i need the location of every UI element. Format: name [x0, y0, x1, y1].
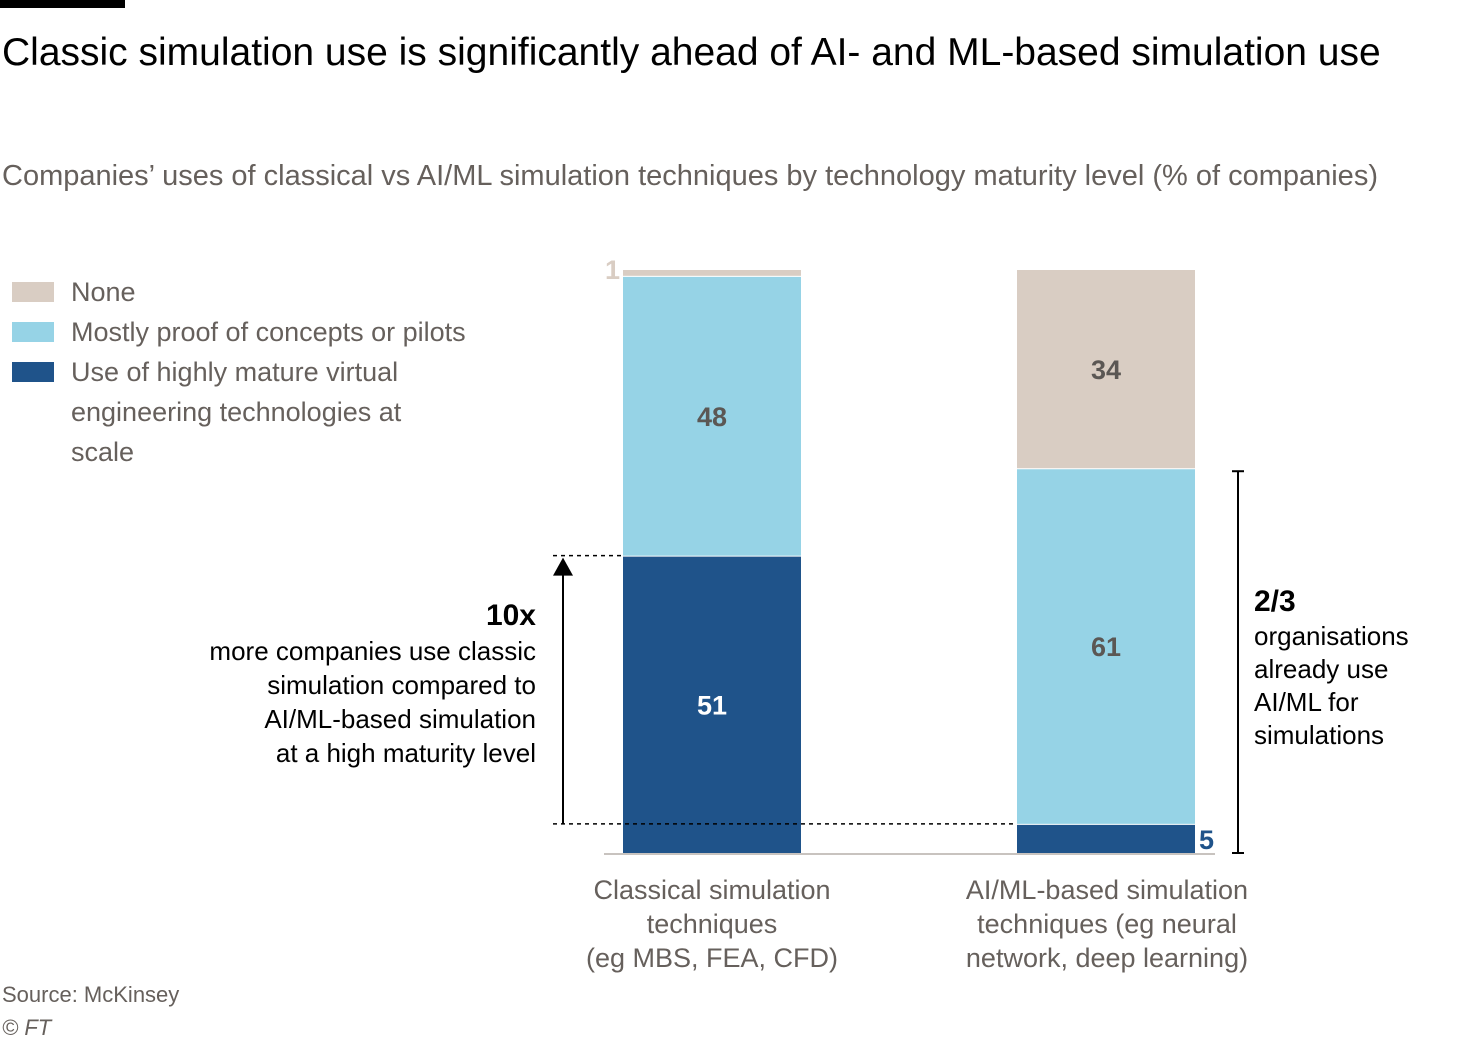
copyright-credit: © FT [2, 1015, 52, 1040]
bar-segment-mature-0 [623, 555, 801, 853]
legend-item-none: None [12, 272, 532, 312]
x-axis-label-ai-ml: AI/ML-based simulation techniques (eg ne… [965, 875, 1249, 973]
x-axis-label-classical: Classical simulation techniques (eg MBS,… [585, 875, 839, 973]
legend-label-none: None [71, 277, 136, 307]
legend-label-mature: Use of highly mature virtual engineering… [71, 357, 402, 467]
legend-swatch-mature [12, 362, 54, 382]
legend: None Mostly proof of concepts or pilots … [12, 272, 532, 472]
annotation-10x-headline: 10x [485, 599, 536, 632]
annotation-two-thirds-headline: 2/3 [1254, 585, 1296, 618]
top-rule [0, 0, 125, 8]
bar-segment-mature-1 [1017, 823, 1195, 853]
data-label-pilots-1: 61 [1091, 632, 1121, 662]
chart-subtitle: Companies’ uses of classical vs AI/ML si… [2, 160, 1378, 192]
annotation-two-thirds: 2/3 organisations already use AI/ML for … [1254, 584, 1454, 752]
annotation-10x-text: more companies use classic simulation co… [209, 636, 536, 768]
annotation-two-thirds-text: organisations already use AI/ML for simu… [1254, 621, 1409, 750]
annotation-10x: 10x more companies use classic simulatio… [150, 598, 536, 770]
legend-swatch-pilots [12, 322, 54, 342]
bar-segment-pilots-1 [1017, 468, 1195, 824]
comparison-arrow-head [553, 557, 573, 576]
bar-segment-pilots-0 [623, 275, 801, 556]
data-label-none-1: 34 [1091, 355, 1121, 385]
legend-label-pilots: Mostly proof of concepts or pilots [71, 317, 466, 347]
legend-swatch-none [12, 282, 54, 302]
data-label-none-0: 1 [605, 255, 620, 285]
data-label-pilots-0: 48 [697, 402, 727, 432]
bar-segment-none-1 [1017, 270, 1195, 469]
legend-item-mature: Use of highly mature virtual engineering… [12, 352, 532, 472]
bar-segment-none-0 [623, 270, 801, 276]
legend-item-pilots: Mostly proof of concepts or pilots [12, 312, 532, 352]
data-label-mature-0: 51 [697, 690, 727, 720]
chart-title: Classic simulation use is significantly … [2, 31, 1381, 74]
source-note: Source: McKinsey [2, 982, 180, 1007]
data-label-mature-1: 5 [1199, 825, 1214, 855]
